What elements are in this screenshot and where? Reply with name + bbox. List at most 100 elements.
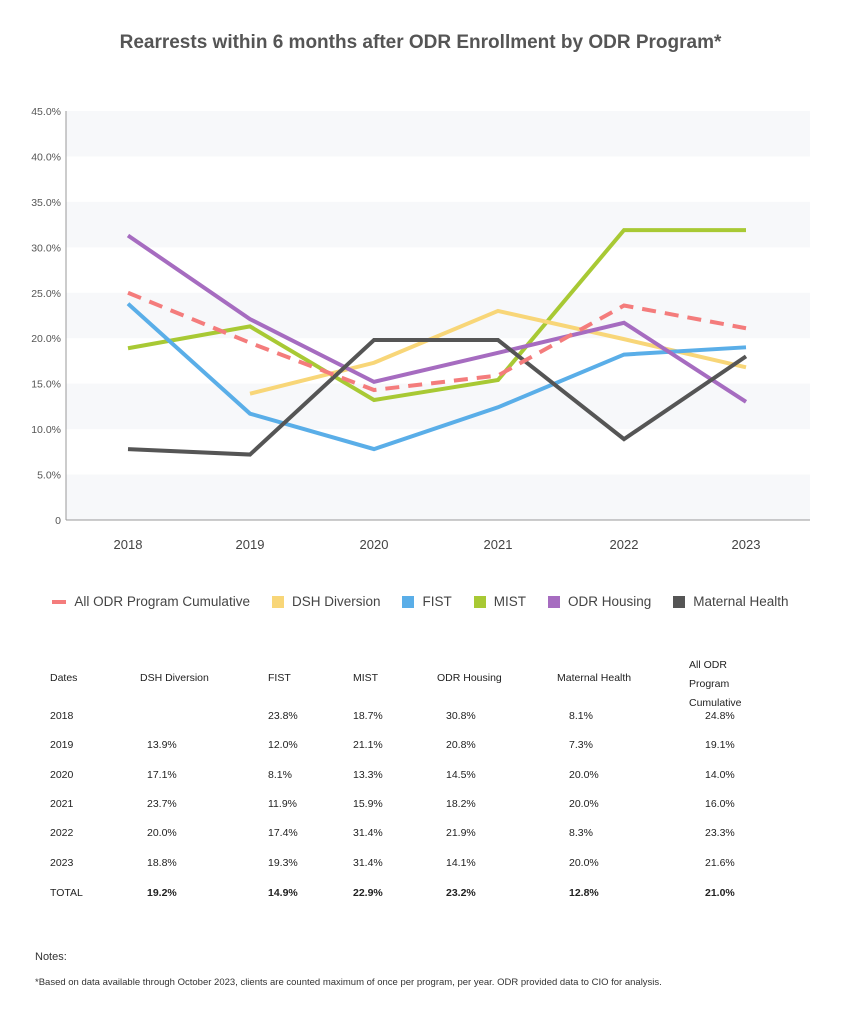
table-cell: 12.8%: [569, 887, 599, 899]
y-tick-label: 15.0%: [31, 379, 61, 391]
table-cell: 2023: [50, 857, 74, 869]
table-cell: 23.7%: [147, 798, 177, 810]
y-tick-label: 40.0%: [31, 151, 61, 163]
series-line-maternal-health: [127, 338, 748, 457]
table-cell: 20.0%: [569, 798, 599, 810]
grid-band: [66, 474, 810, 520]
table-cell: 16.0%: [705, 798, 735, 810]
table-cell: 18.7%: [353, 710, 383, 722]
legend-swatch: [473, 595, 486, 608]
table-header: MIST: [353, 672, 379, 684]
x-tick-label: 2020: [360, 537, 389, 552]
table-header: Dates: [50, 672, 78, 684]
table-cell: 2018: [50, 710, 74, 722]
legend-label: ODR Housing: [567, 594, 652, 609]
legend-swatch: [271, 595, 284, 608]
table-cell: 18.8%: [147, 857, 177, 869]
table-header: FIST: [268, 672, 291, 684]
table-cell: 14.1%: [446, 857, 476, 869]
y-tick-label: 10.0%: [31, 424, 61, 436]
legend-swatch: [547, 595, 560, 608]
legend-label: All ODR Program Cumulative: [74, 594, 250, 609]
table-cell: 21.1%: [353, 739, 383, 751]
table-cell: 20.8%: [446, 739, 476, 751]
table-cell: 15.9%: [353, 798, 383, 810]
legend-item: MIST: [473, 594, 526, 609]
table-cell: 30.8%: [446, 710, 476, 722]
table-cell: 2022: [50, 827, 74, 839]
y-tick-label: 20.0%: [31, 333, 61, 345]
grid-band: [66, 292, 810, 339]
table-cell: TOTAL: [50, 887, 83, 899]
y-tick-label: 0: [55, 515, 61, 527]
legend-item: FIST: [402, 594, 452, 609]
table-cell: 17.1%: [147, 769, 177, 781]
table-cell: 20.0%: [569, 769, 599, 781]
legend-label: MIST: [493, 594, 526, 609]
legend-label: DSH Diversion: [291, 594, 381, 609]
table-cell: 19.2%: [147, 887, 177, 899]
legend: All ODR Program Cumulative DSH Diversion F…: [0, 594, 841, 609]
table-cell: 11.9%: [268, 798, 297, 810]
y-tick-label: 35.0%: [31, 197, 61, 209]
table-cell: 2021: [50, 798, 74, 810]
table-cell: 14.0%: [705, 769, 735, 781]
table-cell: 23.3%: [705, 827, 735, 839]
legend-item: ODR Housing: [547, 594, 652, 609]
legend-swatch: [673, 595, 686, 608]
legend-item: Maternal Health: [673, 594, 789, 609]
table-cell: 21.0%: [705, 887, 735, 899]
legend-swatch: [402, 595, 415, 608]
table-cell: 13.3%: [353, 769, 383, 781]
legend-item: DSH Diversion: [271, 594, 381, 609]
table-cell: 19.1%: [705, 739, 735, 751]
y-tick-label: 5.0%: [37, 470, 61, 482]
y-tick-label: 25.0%: [31, 288, 61, 300]
table-cell: 7.3%: [569, 739, 593, 751]
table-cell: 12.0%: [268, 739, 298, 751]
table-cell: 8.3%: [569, 827, 593, 839]
x-tick-label: 2023: [732, 537, 761, 552]
legend-swatch: [52, 599, 67, 604]
table-cell: 24.8%: [705, 710, 735, 722]
x-tick-label: 2018: [114, 537, 143, 552]
chart-title: Rearrests within 6 months after ODR Enro…: [119, 32, 722, 53]
grid-band: [66, 201, 810, 248]
footnote: *Based on data available through October…: [35, 977, 662, 988]
table-header: Maternal Health: [557, 672, 632, 684]
table-cell: 2020: [50, 769, 74, 781]
table-cell: 14.9%: [268, 887, 298, 899]
table-cell: 2019: [50, 739, 74, 751]
table-header: DSH Diversion: [140, 672, 209, 684]
table-cell: 8.1%: [268, 769, 292, 781]
table-cell: 31.4%: [353, 827, 383, 839]
series-line-mist: [127, 228, 746, 403]
table-cell: 31.4%: [353, 857, 383, 869]
series-line-odr-housing: [126, 233, 748, 404]
table-header: All ODR Program Cumulative: [689, 659, 742, 709]
line-chart: 0 5.0% 10.0% 15.0% 20.0% 25.0% 30.0% 35.0% 40.0%…: [31, 106, 810, 552]
table-cell: 21.6%: [705, 857, 735, 869]
legend-item: All ODR Program Cumulative: [52, 594, 250, 609]
legend-label: FIST: [422, 594, 452, 609]
table-cell: 18.2%: [446, 798, 476, 810]
table-cell: 20.0%: [569, 857, 599, 869]
table-cell: 14.5%: [446, 769, 476, 781]
table-cell: 23.2%: [446, 887, 476, 899]
table-cell: 22.9%: [353, 887, 383, 899]
y-tick-label: 30.0%: [31, 242, 61, 254]
table-cell: 23.8%: [268, 710, 298, 722]
x-tick-label: 2019: [236, 537, 265, 552]
notes-label: Notes:: [35, 951, 67, 963]
x-tick-label: 2021: [484, 537, 513, 552]
table-cell: 20.0%: [147, 827, 177, 839]
grid-band: [66, 111, 810, 157]
series-line-fist: [126, 302, 747, 452]
table-cell: 19.3%: [268, 857, 298, 869]
y-tick-label: 45.0%: [31, 106, 61, 118]
x-tick-label: 2022: [610, 537, 639, 552]
table-header: ODR Housing: [437, 672, 502, 684]
table-cell: 21.9%: [446, 827, 476, 839]
legend-label: Maternal Health: [693, 594, 789, 609]
